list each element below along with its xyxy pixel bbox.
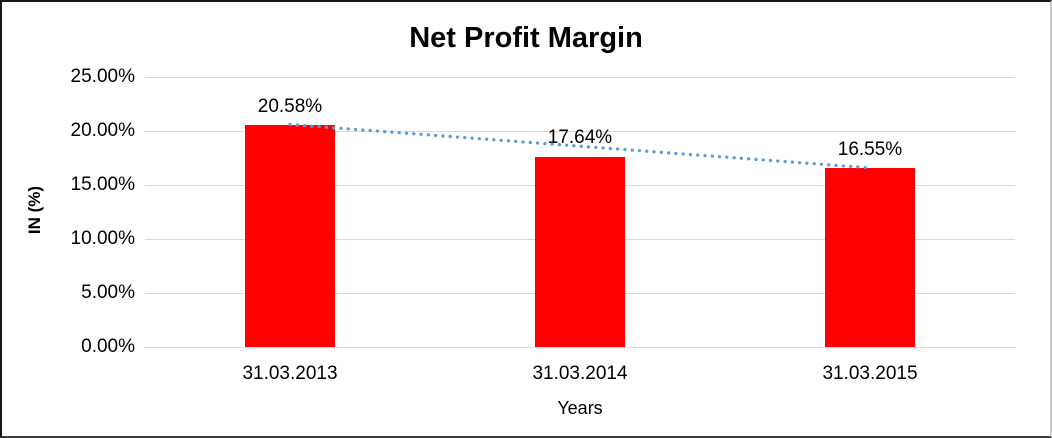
- bar-31.03.2015: [825, 168, 915, 347]
- x-axis-category-label: 31.03.2014: [532, 363, 628, 384]
- x-axis-title: Years: [557, 398, 603, 418]
- x-axis-category-label: 31.03.2015: [822, 363, 918, 384]
- bar-data-label: 17.64%: [547, 127, 613, 149]
- x-axis-category-label: 31.03.2013: [242, 363, 338, 384]
- bar-31.03.2014: [535, 156, 625, 347]
- y-axis-tick-label: 10.00%: [70, 228, 135, 249]
- plot-area: 20.58% 17.64% 16.55%: [145, 77, 1015, 348]
- y-axis-tick-label: 5.00%: [81, 282, 135, 303]
- y-axis-tick-label: 25.00%: [70, 66, 135, 87]
- y-axis-tick-label: 0.00%: [81, 336, 135, 357]
- y-axis-tick-label: 15.00%: [70, 174, 135, 195]
- bar-data-label: 16.55%: [837, 139, 903, 161]
- gridline: [145, 77, 1015, 78]
- bar-31.03.2013: [245, 124, 335, 347]
- chart-title: Net Profit Margin: [409, 22, 643, 54]
- bar-data-label: 20.58%: [257, 95, 323, 117]
- gridline: [145, 347, 1015, 348]
- gridline: [145, 131, 1015, 132]
- trendline: [288, 122, 872, 170]
- y-axis-tick-label: 20.00%: [70, 120, 135, 141]
